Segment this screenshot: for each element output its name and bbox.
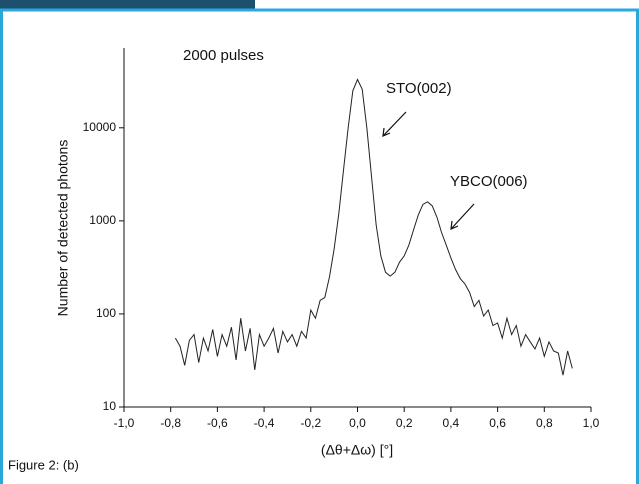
annotation: STO(002) (386, 80, 452, 97)
x-tick-label: -0,2 (300, 416, 321, 430)
x-axis-label: (Δθ+Δω) [°] (321, 442, 393, 458)
photo-strip (0, 0, 255, 9)
data-line (174, 78, 573, 376)
x-tick-label: -0,4 (254, 416, 275, 430)
x-tick-label: 0,8 (536, 416, 553, 430)
frame (0, 8, 639, 484)
y-tick-label: 1000 (89, 213, 116, 227)
y-tick-label: 100 (96, 306, 116, 320)
x-tick-label: -1,0 (114, 416, 135, 430)
arrows (382, 111, 475, 230)
x-tick-label: -0,8 (160, 416, 181, 430)
y-tick-label: 10 (103, 399, 117, 413)
y-axis-label: Number of detected photons (55, 140, 71, 317)
x-tick-label: -0,6 (207, 416, 228, 430)
y-tick-label: 10000 (83, 120, 117, 134)
x-tick-label: 0,4 (443, 416, 460, 430)
annotation: YBCO(006) (450, 173, 528, 190)
x-tick-label: 0,0 (349, 416, 366, 430)
x-tick-label: 0,2 (396, 416, 413, 430)
annotation: 2000 pulses (183, 47, 264, 64)
x-tick-label: 0,6 (489, 416, 506, 430)
caption: Figure 2: (b) (8, 457, 79, 472)
x-tick-label: 1,0 (583, 416, 600, 430)
